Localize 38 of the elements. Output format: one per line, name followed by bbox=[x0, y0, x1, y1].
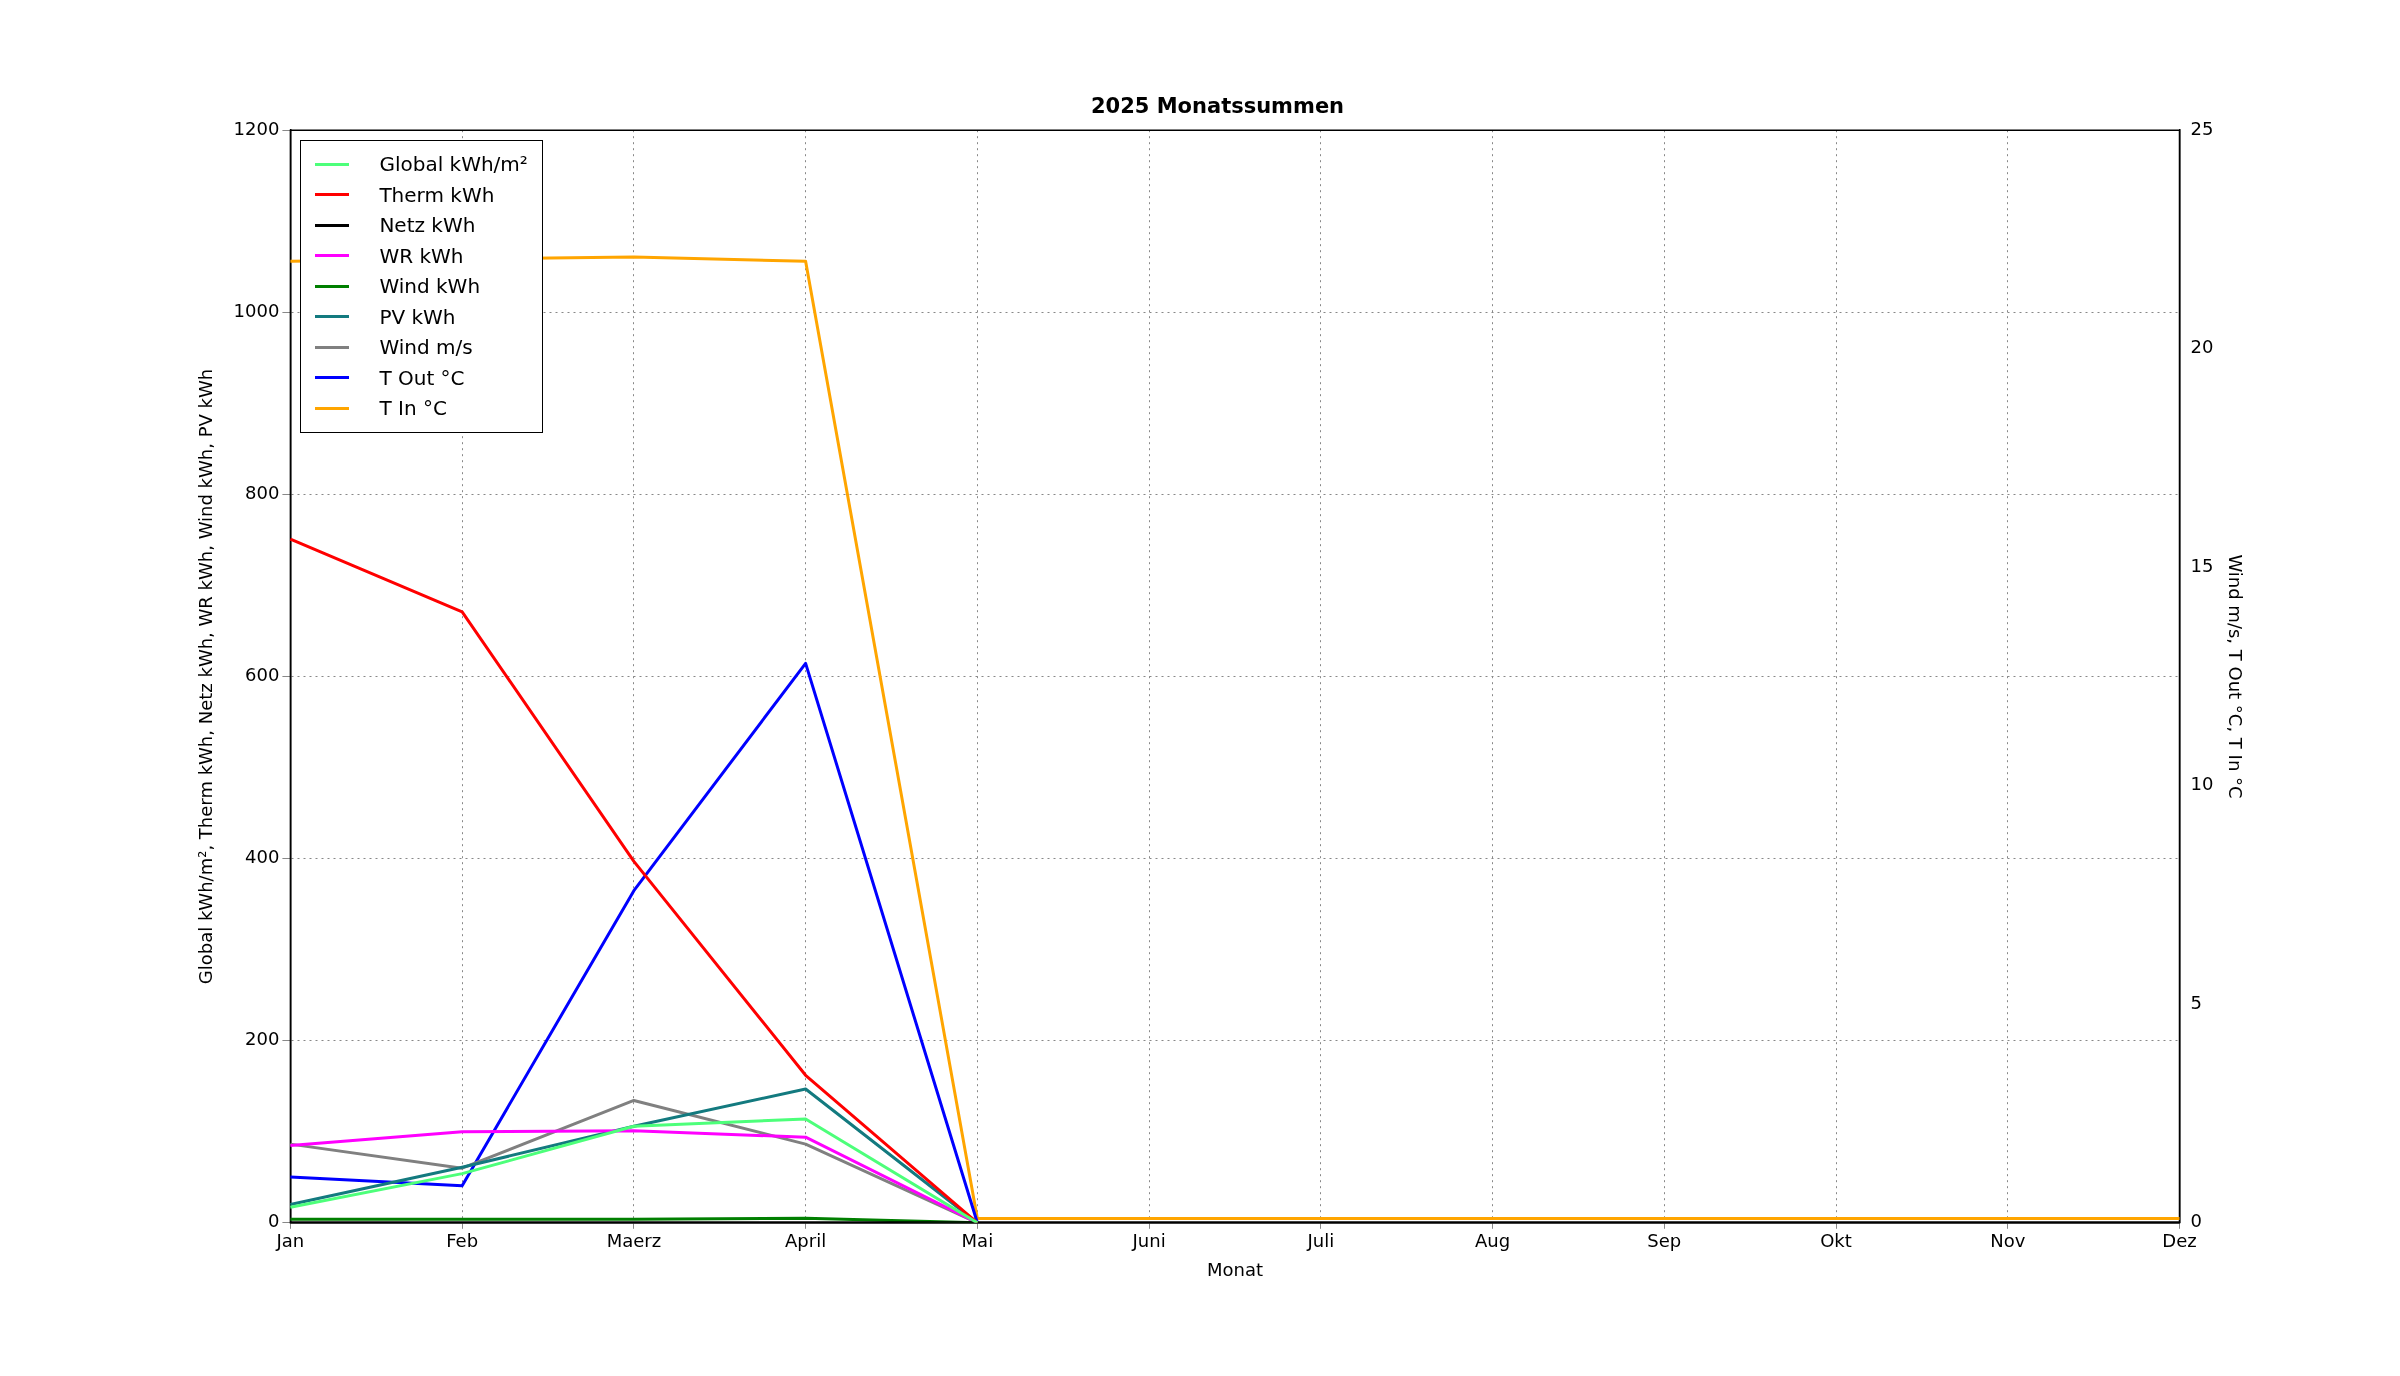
legend-label: Therm kWh bbox=[379, 181, 495, 209]
y2-tick-label: 0 bbox=[2190, 1210, 2202, 1232]
x-tick-label: Dez bbox=[2162, 1230, 2197, 1252]
legend-label: Wind kWh bbox=[379, 273, 481, 301]
y-tick-label: 1000 bbox=[233, 299, 280, 321]
legend-label: T In °C bbox=[379, 395, 447, 423]
y2-tick-label: 25 bbox=[2190, 117, 2214, 139]
x-tick-label: Jan bbox=[275, 1230, 305, 1252]
chart-title: 2025 Monatssummen bbox=[1090, 94, 1345, 119]
x-tick-label: Maerz bbox=[606, 1230, 662, 1252]
legend-label: Wind m/s bbox=[379, 334, 473, 362]
legend-label: Global kWh/m² bbox=[379, 151, 528, 179]
legend-label: T Out °C bbox=[379, 364, 465, 392]
x-tick-label: Feb bbox=[446, 1230, 479, 1252]
y-tick-label: 800 bbox=[245, 482, 280, 504]
y-tick-label: 1200 bbox=[233, 117, 280, 139]
y2-tick-label: 5 bbox=[2190, 991, 2202, 1013]
y2-axis-title: Wind m/s, T Out °C, T In °C bbox=[2224, 554, 2246, 799]
legend-label: Netz kWh bbox=[379, 212, 476, 240]
y2-tick-label: 10 bbox=[2190, 773, 2214, 795]
x-axis-title: Monat bbox=[1206, 1258, 1263, 1280]
y2-tick-label: 15 bbox=[2190, 554, 2214, 576]
x-tick-label: Juli bbox=[1306, 1230, 1335, 1252]
y-tick-label: 0 bbox=[267, 1210, 280, 1232]
legend-label: WR kWh bbox=[379, 242, 464, 270]
x-tick-label: April bbox=[785, 1230, 827, 1252]
y-tick-label: 200 bbox=[245, 1028, 280, 1050]
x-tick-label: Mai bbox=[961, 1230, 994, 1252]
legend-label: PV kWh bbox=[379, 303, 456, 331]
x-tick-label: Sep bbox=[1647, 1230, 1682, 1252]
x-tick-label: Okt bbox=[1820, 1230, 1852, 1252]
x-tick-label: Nov bbox=[1990, 1230, 2026, 1252]
y-axis-title: Global kWh/m², Therm kWh, Netz kWh, WR kWh, Wind kWh, PV kWh bbox=[195, 368, 217, 985]
y-tick-label: 600 bbox=[245, 664, 280, 686]
x-tick-label: Aug bbox=[1474, 1230, 1511, 1252]
y-tick-label: 400 bbox=[245, 846, 280, 868]
x-tick-label: Juni bbox=[1131, 1230, 1166, 1252]
y2-tick-label: 20 bbox=[2190, 336, 2214, 358]
